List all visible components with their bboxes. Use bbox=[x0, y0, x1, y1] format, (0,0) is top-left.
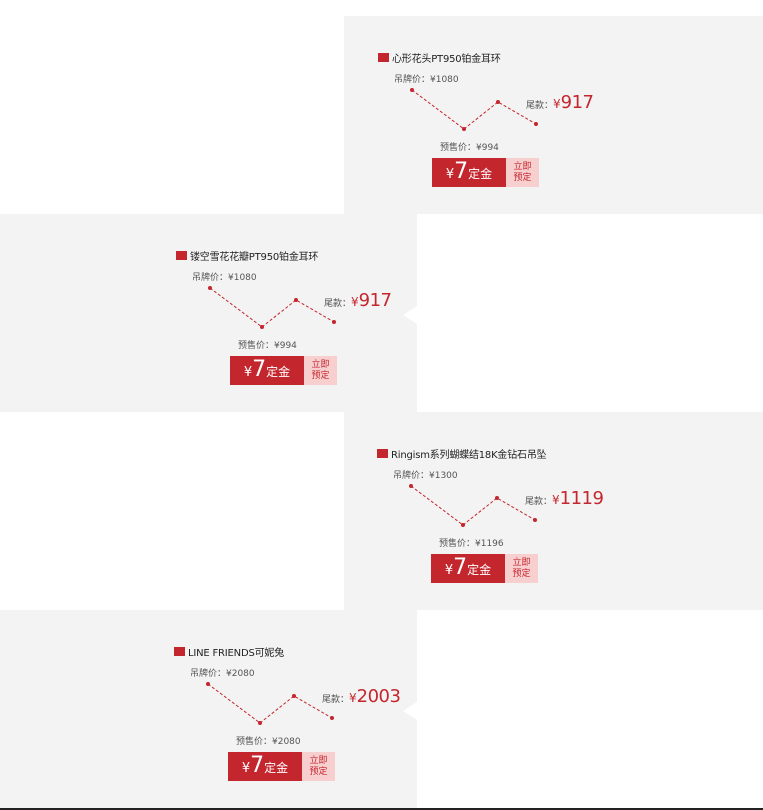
product-panel bbox=[0, 214, 417, 412]
panel-pointer bbox=[344, 504, 358, 522]
deposit-amount[interactable]: ¥7 定金 bbox=[431, 554, 505, 583]
tag-price: 吊牌价：¥2080 bbox=[190, 669, 255, 679]
panel-pointer bbox=[403, 306, 417, 324]
deposit-button[interactable]: ¥7 定金 立即 预定 bbox=[431, 554, 538, 583]
reserve-line-2: 预定 bbox=[311, 370, 330, 381]
tail-amount: 917 bbox=[358, 290, 392, 311]
product-title-line: Ringism系列蝴蝶结18K金钻石吊坠 bbox=[377, 446, 547, 461]
tail-payment: 尾款：¥2003 bbox=[322, 686, 401, 707]
reserve-now-button[interactable]: 立即 预定 bbox=[304, 356, 337, 385]
presale-price: 预售价：¥994 bbox=[238, 341, 297, 351]
price-trend-graphic bbox=[206, 682, 334, 725]
reserve-line-1: 立即 bbox=[311, 359, 330, 370]
deposit-label: 定金 bbox=[468, 167, 493, 181]
reserve-line-2: 预定 bbox=[309, 766, 328, 777]
tail-payment: 尾款：¥917 bbox=[324, 290, 392, 311]
reserve-line-1: 立即 bbox=[512, 557, 531, 568]
title-marker-icon bbox=[377, 448, 388, 458]
panel-pointer bbox=[344, 108, 358, 126]
price-trend-graphic bbox=[410, 88, 538, 131]
panel-pointer bbox=[403, 702, 417, 720]
product-title: Ringism系列蝴蝶结18K金钻石吊坠 bbox=[391, 449, 547, 461]
bottom-divider bbox=[0, 808, 763, 810]
product-row-3: Ringism系列蝴蝶结18K金钻石吊坠 吊牌价：¥1300 尾款：¥1119 … bbox=[0, 412, 763, 610]
tail-payment: 尾款：¥917 bbox=[526, 92, 594, 113]
deposit-value: 7 bbox=[453, 555, 468, 580]
tail-currency: ¥ bbox=[349, 691, 357, 705]
deposit-currency: ¥ bbox=[243, 365, 253, 380]
product-card: 镂空雪花花瓣PT950铂金耳环 吊牌价：¥1080 尾款：¥917 预售价：¥9… bbox=[176, 214, 406, 412]
product-title: 镂空雪花花瓣PT950铂金耳环 bbox=[190, 251, 319, 263]
deposit-value: 7 bbox=[454, 159, 469, 184]
title-marker-icon bbox=[174, 646, 185, 656]
presale-price: 预售价：¥1196 bbox=[439, 539, 504, 549]
deposit-amount[interactable]: ¥7 定金 bbox=[432, 158, 506, 187]
deposit-currency: ¥ bbox=[444, 563, 454, 578]
tail-label: 尾款： bbox=[525, 497, 553, 507]
reserve-now-button[interactable]: 立即 预定 bbox=[505, 554, 538, 583]
tail-label: 尾款： bbox=[526, 101, 554, 111]
product-panel bbox=[0, 610, 417, 810]
product-card: LINE FRIENDS可妮兔 吊牌价：¥2080 尾款：¥2003 预售价：¥… bbox=[174, 610, 414, 810]
reserve-line-2: 预定 bbox=[512, 568, 531, 579]
tail-currency: ¥ bbox=[553, 97, 561, 111]
tail-label: 尾款： bbox=[324, 299, 352, 309]
deposit-value: 7 bbox=[252, 357, 267, 382]
deposit-button[interactable]: ¥7 定金 立即 预定 bbox=[432, 158, 539, 187]
deposit-amount[interactable]: ¥7 定金 bbox=[228, 752, 302, 781]
deposit-value: 7 bbox=[250, 753, 265, 778]
tail-currency: ¥ bbox=[351, 295, 359, 309]
title-marker-icon bbox=[176, 250, 187, 260]
product-title-line: 镂空雪花花瓣PT950铂金耳环 bbox=[176, 248, 319, 263]
deposit-label: 定金 bbox=[266, 365, 291, 379]
deposit-amount[interactable]: ¥7 定金 bbox=[230, 356, 304, 385]
deposit-currency: ¥ bbox=[241, 761, 251, 776]
reserve-line-1: 立即 bbox=[309, 755, 328, 766]
product-title-line: LINE FRIENDS可妮兔 bbox=[174, 644, 284, 659]
product-row-2: 镂空雪花花瓣PT950铂金耳环 吊牌价：¥1080 尾款：¥917 预售价：¥9… bbox=[0, 214, 763, 412]
tail-payment: 尾款：¥1119 bbox=[525, 488, 604, 509]
tail-amount: 917 bbox=[560, 92, 594, 113]
presale-price: 预售价：¥994 bbox=[440, 143, 499, 153]
deposit-label: 定金 bbox=[467, 563, 492, 577]
product-row-1: 心形花头PT950铂金耳环 吊牌价：¥1080 尾款：¥917 预售价：¥994… bbox=[0, 16, 763, 214]
reserve-now-button[interactable]: 立即 预定 bbox=[302, 752, 335, 781]
tail-amount: 1119 bbox=[559, 488, 604, 509]
tag-price: 吊牌价：¥1080 bbox=[192, 273, 257, 283]
deposit-label: 定金 bbox=[264, 761, 289, 775]
price-trend-graphic bbox=[409, 484, 537, 527]
tail-amount: 2003 bbox=[356, 686, 401, 707]
product-row-4: LINE FRIENDS可妮兔 吊牌价：¥2080 尾款：¥2003 预售价：¥… bbox=[0, 610, 763, 810]
deposit-button[interactable]: ¥7 定金 立即 预定 bbox=[230, 356, 337, 385]
deposit-button[interactable]: ¥7 定金 立即 预定 bbox=[228, 752, 335, 781]
product-card: Ringism系列蝴蝶结18K金钻石吊坠 吊牌价：¥1300 尾款：¥1119 … bbox=[377, 412, 617, 610]
reserve-now-button[interactable]: 立即 预定 bbox=[506, 158, 539, 187]
product-title-line: 心形花头PT950铂金耳环 bbox=[378, 50, 501, 65]
title-marker-icon bbox=[378, 52, 389, 62]
tag-price: 吊牌价：¥1300 bbox=[393, 471, 458, 481]
product-card: 心形花头PT950铂金耳环 吊牌价：¥1080 尾款：¥917 预售价：¥994… bbox=[378, 16, 608, 214]
reserve-line-1: 立即 bbox=[513, 161, 532, 172]
reserve-line-2: 预定 bbox=[513, 172, 532, 183]
product-panel bbox=[344, 412, 763, 610]
deposit-currency: ¥ bbox=[445, 167, 455, 182]
presale-price: 预售价：¥2080 bbox=[236, 737, 301, 747]
product-title: 心形花头PT950铂金耳环 bbox=[392, 53, 501, 65]
price-trend-graphic bbox=[208, 286, 336, 329]
tail-label: 尾款： bbox=[322, 695, 350, 705]
tail-currency: ¥ bbox=[552, 493, 560, 507]
product-title: LINE FRIENDS可妮兔 bbox=[188, 647, 284, 659]
product-panel bbox=[344, 16, 763, 214]
tag-price: 吊牌价：¥1080 bbox=[394, 75, 459, 85]
